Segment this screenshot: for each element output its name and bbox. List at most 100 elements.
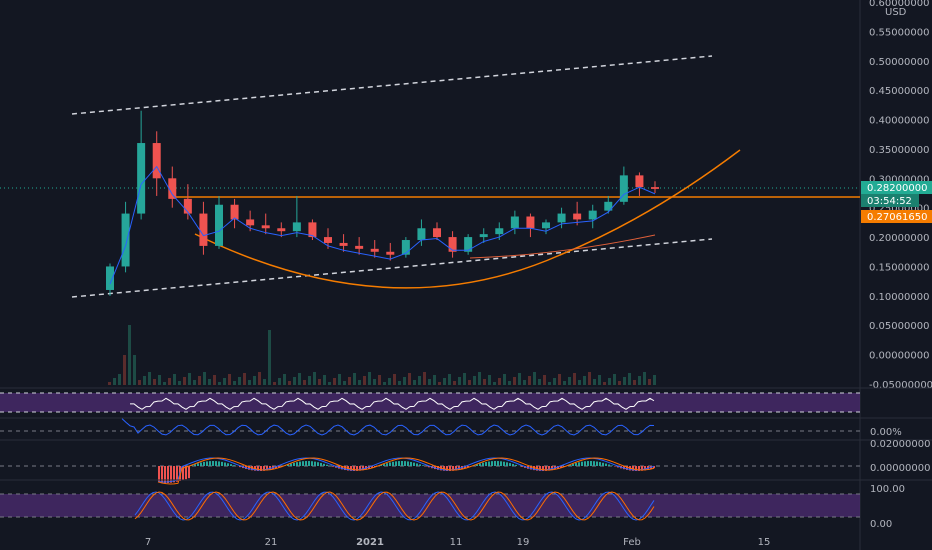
candle-body bbox=[386, 251, 395, 255]
macd-histogram-bar bbox=[332, 466, 334, 467]
volume-bar bbox=[613, 374, 616, 385]
ma-value-tag bbox=[861, 210, 932, 223]
volume-bar bbox=[633, 380, 636, 385]
macd-histogram-bar bbox=[512, 463, 514, 466]
volume-bar bbox=[208, 379, 211, 385]
price-tick-label: 0.35000000 bbox=[869, 145, 929, 156]
volume-bar bbox=[158, 375, 161, 385]
volume-bar bbox=[513, 377, 516, 385]
candle-body bbox=[121, 213, 130, 267]
macd-histogram-bar bbox=[575, 463, 577, 466]
macd-histogram-bar bbox=[290, 463, 292, 466]
stoch-top-label: 100.00 bbox=[870, 484, 905, 495]
macd-histogram-bar bbox=[608, 464, 610, 466]
candle-body bbox=[588, 210, 597, 220]
macd-histogram-bar bbox=[326, 464, 328, 466]
macd-histogram-bar bbox=[389, 462, 391, 466]
volume-bar bbox=[448, 374, 451, 385]
volume-bar bbox=[523, 380, 526, 385]
macd-histogram-bar bbox=[263, 466, 265, 471]
price-tick-label: -0.05000000 bbox=[869, 380, 932, 391]
macd-histogram-bar bbox=[164, 466, 166, 483]
stoch-band bbox=[0, 494, 860, 517]
volume-bar bbox=[128, 325, 131, 385]
candle-body bbox=[308, 222, 317, 238]
volume-bar bbox=[188, 373, 191, 385]
volume-bar bbox=[183, 377, 186, 385]
currency-label: USD bbox=[885, 7, 907, 18]
macd-histogram-bar bbox=[161, 466, 163, 483]
date-label: 2021 bbox=[356, 537, 384, 548]
macd-histogram-bar bbox=[635, 466, 637, 471]
volume-bar bbox=[443, 378, 446, 385]
volume-bar bbox=[118, 374, 121, 385]
candle-body bbox=[339, 242, 348, 246]
volume-bar bbox=[468, 380, 471, 385]
volume-bar bbox=[273, 382, 276, 385]
volume-bar bbox=[288, 381, 291, 385]
candle-body bbox=[292, 222, 301, 232]
price-tick-label: 0.00000000 bbox=[869, 351, 929, 362]
volume-bar bbox=[168, 378, 171, 385]
volume-bar bbox=[428, 379, 431, 385]
roc-zero-label: 0.00% bbox=[870, 427, 902, 438]
candle-body bbox=[277, 228, 286, 232]
volume-bar bbox=[518, 373, 521, 385]
cup-curve[interactable] bbox=[194, 149, 741, 289]
channel-upper-line[interactable] bbox=[71, 55, 713, 115]
candle-body bbox=[199, 213, 208, 246]
macd-histogram-bar bbox=[314, 461, 316, 466]
volume-bar bbox=[358, 380, 361, 385]
candle-body bbox=[557, 213, 566, 223]
macd-histogram-bar bbox=[446, 466, 448, 471]
volume-bar bbox=[533, 372, 536, 385]
volume-bar bbox=[583, 376, 586, 385]
volume-bar bbox=[508, 381, 511, 385]
volume-bar bbox=[318, 379, 321, 385]
volume-bar bbox=[463, 373, 466, 385]
stoch-k-line bbox=[134, 491, 655, 521]
volume-bar bbox=[418, 376, 421, 385]
volume-bar bbox=[638, 376, 641, 385]
macd-histogram-bar bbox=[506, 462, 508, 466]
macd-histogram-bar bbox=[509, 463, 511, 466]
macd-histogram-bar bbox=[323, 463, 325, 466]
volume-bar bbox=[338, 374, 341, 385]
macd-histogram-bar bbox=[638, 466, 640, 471]
volume-bar bbox=[143, 376, 146, 385]
volume-bar bbox=[488, 375, 491, 385]
volume-bar bbox=[223, 378, 226, 385]
candle-body bbox=[619, 175, 628, 202]
volume-bar bbox=[568, 377, 571, 385]
macd-histogram-bar bbox=[302, 461, 304, 466]
macd-histogram-bar bbox=[344, 466, 346, 471]
date-label: 21 bbox=[265, 537, 278, 548]
candle-body bbox=[106, 266, 114, 290]
price-tick-label: 0.05000000 bbox=[869, 321, 929, 332]
macd-histogram-bar bbox=[644, 466, 646, 471]
volume-bar bbox=[623, 377, 626, 385]
macd-histogram-bar bbox=[200, 462, 202, 466]
date-label: 7 bbox=[145, 537, 151, 548]
macd-histogram-bar bbox=[599, 462, 601, 466]
price-tick-label: 0.25000000 bbox=[869, 204, 929, 215]
macd-histogram-bar bbox=[386, 463, 388, 466]
macd-histogram-bar bbox=[491, 461, 493, 466]
macd-histogram-bar bbox=[587, 461, 589, 466]
price-tick-label: 0.10000000 bbox=[869, 292, 929, 303]
volume-bar bbox=[308, 376, 311, 385]
channel-lower-line[interactable] bbox=[71, 238, 713, 298]
macd-histogram-bar bbox=[227, 463, 229, 466]
macd-histogram-bar bbox=[311, 461, 313, 466]
candle-body bbox=[417, 228, 426, 241]
main-pane[interactable] bbox=[0, 0, 861, 550]
volume-bar bbox=[323, 375, 326, 385]
last-price-tag bbox=[861, 181, 932, 194]
macd-histogram-bar bbox=[230, 464, 232, 466]
volume-bar bbox=[598, 375, 601, 385]
macd-histogram-bar bbox=[176, 466, 178, 482]
volume-bar bbox=[578, 380, 581, 385]
candle-body bbox=[246, 219, 255, 226]
date-axis: 7 21 2021 11 19 Feb 15 bbox=[145, 537, 771, 548]
